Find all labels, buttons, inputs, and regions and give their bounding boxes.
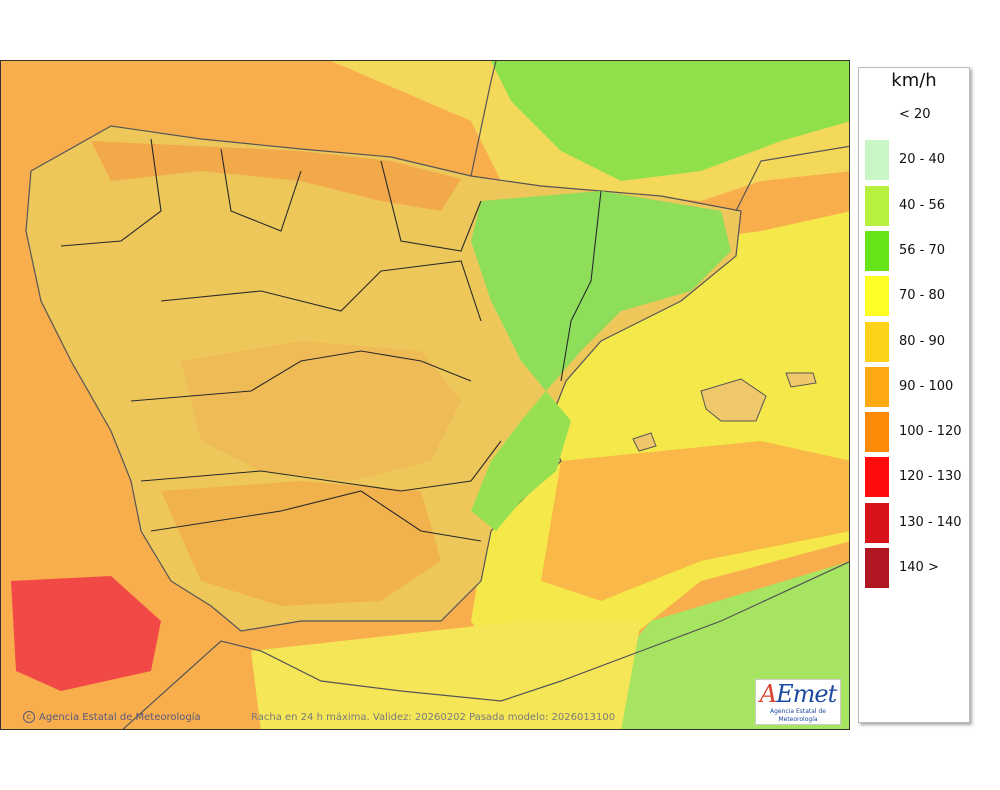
legend-label: 80 - 90: [899, 333, 946, 349]
region-boundaries: [60, 138, 602, 542]
legend-swatch: [865, 95, 889, 135]
legend-swatch: [865, 321, 889, 362]
zone-orange-med: [541, 441, 849, 601]
legend-swatch: [865, 276, 889, 317]
legend-swatch: [865, 457, 889, 498]
legend-swatch: [865, 412, 889, 453]
forecast-map: c Agencia Estatal de Meteorología Racha e…: [0, 60, 850, 730]
legend-swatch: [865, 230, 889, 271]
gulf-lion-coast: [735, 145, 849, 212]
north-africa-coast: [122, 561, 849, 729]
aemet-credit: c Agencia Estatal de Meteorología: [23, 711, 201, 723]
legend-label: 140 >: [899, 560, 939, 575]
mallorca: [700, 378, 767, 422]
zone-orange-central: [181, 341, 461, 481]
legend-label: 70 - 80: [899, 288, 946, 304]
copyright-icon: c: [23, 711, 35, 723]
ibiza: [632, 432, 657, 452]
legend-item: 140 >: [863, 548, 967, 588]
legend-label: 100 - 120: [899, 424, 962, 440]
credit-text: Agencia Estatal de Meteorología: [39, 712, 201, 723]
legend-item: 90 - 100: [863, 366, 967, 407]
legend-item: 80 - 90: [863, 321, 967, 362]
zone-green-valencia: [471, 391, 571, 531]
legend-label: 130 - 140: [899, 514, 962, 530]
legend-item: 56 - 70: [863, 230, 967, 271]
zone-yellow-alboran: [251, 621, 641, 729]
legend-item: 20 - 40: [863, 140, 967, 181]
zone-green-ebro: [471, 191, 731, 391]
legend-swatch: [865, 185, 889, 226]
france-coast: [470, 61, 497, 177]
legend-label: < 20: [899, 107, 931, 122]
aemet-logo: AEmet Agencia Estatal de Meteorología: [755, 679, 841, 725]
legend-label: 40 - 56: [899, 197, 946, 213]
legend-item: 130 - 140: [863, 502, 967, 543]
legend-unit: km/h: [891, 70, 937, 91]
legend-label: 120 - 130: [899, 469, 962, 485]
aemet-logo-subtitle: Agencia Estatal de Meteorología: [769, 708, 826, 723]
zone-green-gulf-lion: [491, 61, 849, 181]
legend-item: 120 - 130: [863, 457, 967, 498]
aemet-logo-mark: AEmet: [759, 680, 837, 708]
legend-swatch: [865, 366, 889, 407]
legend-item: 70 - 80: [863, 276, 967, 317]
zone-orange-south: [161, 481, 441, 606]
legend-label: 56 - 70: [899, 242, 946, 258]
legend-label: 20 - 40: [899, 152, 946, 168]
wind-gust-map: [1, 61, 849, 729]
legend-swatch: [865, 140, 889, 181]
legend-label: 90 - 100: [899, 378, 954, 394]
legend-item: 40 - 56: [863, 185, 967, 226]
map-caption: Racha en 24 h máxima. Validez: 20260202 …: [251, 712, 616, 723]
menorca: [785, 372, 817, 388]
zone-orange-north: [91, 141, 461, 211]
legend-item: 100 - 120: [863, 412, 967, 453]
legend-panel: km/h < 20 20 - 40 40 - 56 56 - 70 70 - 80 80 …: [858, 67, 970, 723]
zone-red-cadiz: [11, 576, 161, 691]
legend-swatch: [865, 502, 889, 543]
legend-swatch: [865, 548, 889, 588]
legend-item: < 20: [863, 95, 967, 135]
